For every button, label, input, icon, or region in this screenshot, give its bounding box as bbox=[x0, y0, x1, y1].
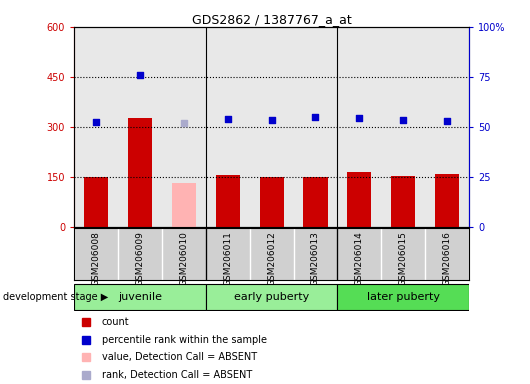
Text: rank, Detection Call = ABSENT: rank, Detection Call = ABSENT bbox=[102, 370, 252, 380]
Text: GSM206015: GSM206015 bbox=[399, 231, 408, 286]
Bar bbox=[74, 284, 206, 310]
Point bbox=[224, 116, 232, 122]
Text: GSM206011: GSM206011 bbox=[223, 231, 232, 286]
Point bbox=[399, 117, 408, 123]
Text: GSM206010: GSM206010 bbox=[179, 231, 188, 286]
Point bbox=[267, 117, 276, 123]
Text: GSM206016: GSM206016 bbox=[443, 231, 452, 286]
Text: early puberty: early puberty bbox=[234, 291, 309, 302]
Text: GSM206013: GSM206013 bbox=[311, 231, 320, 286]
Bar bbox=[206, 284, 338, 310]
Bar bbox=[391, 176, 416, 227]
Text: GSM206014: GSM206014 bbox=[355, 231, 364, 286]
Text: value, Detection Call = ABSENT: value, Detection Call = ABSENT bbox=[102, 353, 257, 362]
Title: GDS2862 / 1387767_a_at: GDS2862 / 1387767_a_at bbox=[192, 13, 351, 26]
Bar bbox=[260, 177, 284, 227]
Bar bbox=[304, 177, 328, 227]
Bar bbox=[216, 175, 240, 227]
Point bbox=[136, 72, 144, 78]
Point bbox=[92, 119, 100, 125]
Text: development stage ▶: development stage ▶ bbox=[3, 291, 108, 302]
Text: later puberty: later puberty bbox=[367, 291, 440, 302]
Text: percentile rank within the sample: percentile rank within the sample bbox=[102, 334, 267, 344]
Point bbox=[311, 114, 320, 121]
Point bbox=[180, 120, 188, 126]
Point bbox=[355, 115, 364, 121]
Text: juvenile: juvenile bbox=[118, 291, 162, 302]
Bar bbox=[128, 118, 152, 227]
Text: GSM206009: GSM206009 bbox=[136, 231, 145, 286]
Bar bbox=[347, 172, 372, 227]
Bar bbox=[435, 174, 459, 227]
Bar bbox=[172, 183, 196, 227]
Point bbox=[443, 118, 452, 124]
Text: GSM206012: GSM206012 bbox=[267, 231, 276, 286]
Bar bbox=[338, 284, 469, 310]
Bar bbox=[84, 177, 108, 227]
Text: count: count bbox=[102, 317, 129, 327]
Text: GSM206008: GSM206008 bbox=[92, 231, 101, 286]
